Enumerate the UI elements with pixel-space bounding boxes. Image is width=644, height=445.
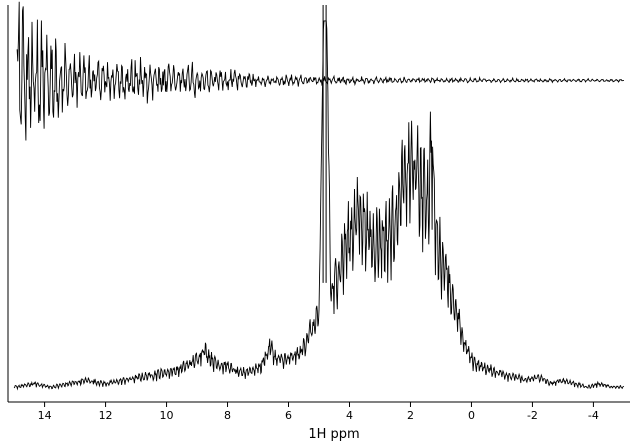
x-tick-label: 2 — [407, 409, 414, 422]
spectrum-traces — [13, 1, 625, 391]
x-tick-label: -2 — [527, 409, 538, 422]
x-tick-label: 6 — [285, 409, 292, 422]
x-axis: 14 12 10 8 6 4 2 0 -2 -4 — [38, 402, 599, 422]
x-tick-label: -4 — [588, 409, 599, 422]
x-tick-label: 12 — [99, 409, 113, 422]
x-tick-label: 14 — [38, 409, 52, 422]
x-tick-label: 0 — [468, 409, 475, 422]
x-tick-label: 8 — [224, 409, 231, 422]
x-tick-label: 4 — [346, 409, 353, 422]
upper-trace — [16, 1, 624, 141]
x-tick-label: 10 — [160, 409, 174, 422]
plot-frame — [7, 5, 630, 403]
x-axis-label: 1H ppm — [308, 427, 359, 442]
lower-trace — [13, 20, 625, 391]
